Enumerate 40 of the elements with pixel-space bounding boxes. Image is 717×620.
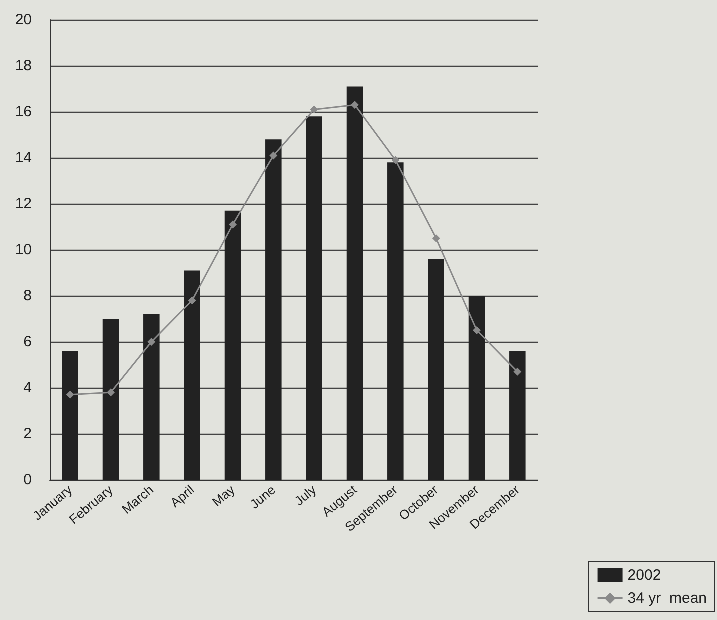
y-tick-label: 18 <box>15 58 32 74</box>
bar <box>428 259 444 480</box>
y-tick-label: 12 <box>15 196 32 212</box>
bar <box>102 319 120 480</box>
bar <box>306 116 322 480</box>
y-tick-label: 14 <box>15 150 32 166</box>
bar <box>388 162 404 480</box>
y-tick-label: 20 <box>15 12 32 28</box>
bar <box>510 351 526 480</box>
bar <box>224 210 242 480</box>
y-tick-label: 4 <box>24 380 32 396</box>
bar <box>266 140 282 480</box>
legend-label: 2002 <box>628 567 662 584</box>
point <box>148 338 156 346</box>
y-tick-label: 8 <box>24 288 32 304</box>
y-tick-label: 16 <box>15 104 32 120</box>
point <box>270 152 278 160</box>
bar <box>144 314 160 480</box>
point <box>229 220 237 229</box>
point <box>107 388 115 397</box>
bar <box>62 351 78 480</box>
point <box>351 101 359 110</box>
legend-label: 34 yr mean <box>628 590 708 607</box>
x-tick-label: May <box>209 482 238 510</box>
x-tick-label: July <box>292 482 320 509</box>
point <box>310 106 318 114</box>
point <box>188 296 196 305</box>
y-tick-label: 10 <box>15 242 32 258</box>
bar <box>468 296 486 480</box>
point <box>432 234 440 242</box>
point <box>473 326 481 334</box>
bar <box>184 270 200 480</box>
x-tick-label: June <box>247 482 278 512</box>
y-tick-label: 6 <box>24 334 32 350</box>
bar <box>346 86 364 480</box>
y-tick-label: 0 <box>24 472 32 488</box>
point <box>392 156 400 164</box>
point <box>66 390 74 399</box>
point <box>514 368 522 376</box>
y-tick-label: 2 <box>24 426 32 442</box>
